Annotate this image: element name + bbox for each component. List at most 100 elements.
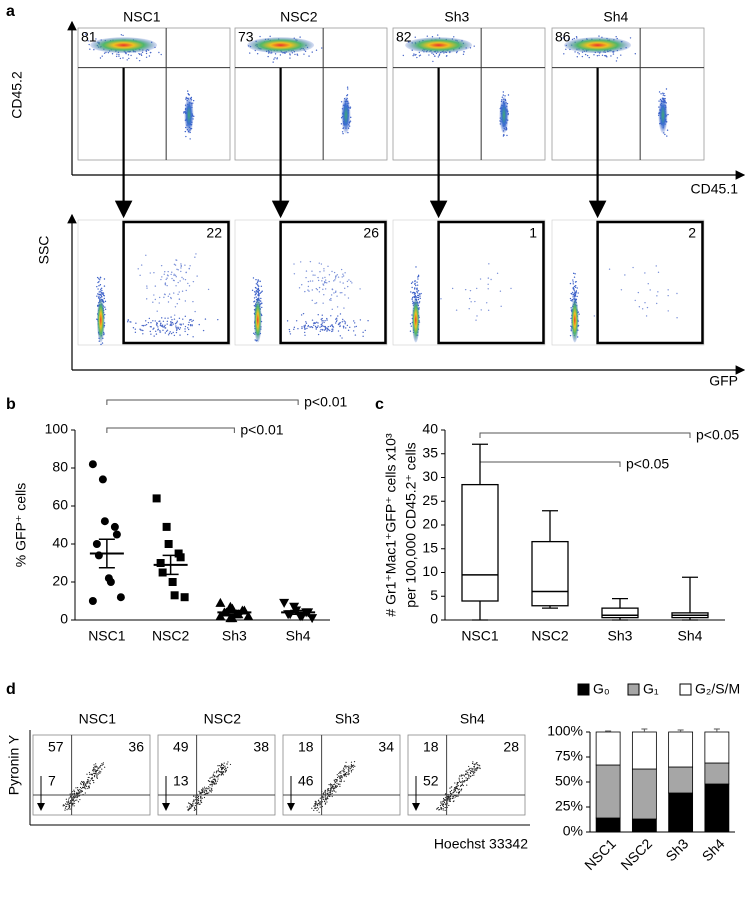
event-dot [478,764,480,766]
event-dot [216,780,218,782]
event-dot [437,806,439,809]
event-dot [335,318,337,320]
data-point [116,593,125,602]
event-dot [89,773,91,775]
event-dot [197,801,200,803]
event-dot [171,321,174,324]
event-dot [340,268,343,271]
event-dot [319,326,321,328]
event-dot [571,38,574,41]
event-dot [573,285,576,288]
event-dot [321,317,323,320]
event-dot [473,774,475,776]
event-dot [252,332,255,334]
event-dot [322,302,324,304]
event-dot [354,334,357,336]
event-dot [90,778,92,780]
event-dot [208,786,210,788]
event-dot [62,804,65,806]
event-dot [342,769,344,771]
event-dot [453,791,455,793]
event-dot [476,767,478,770]
event-dot [177,293,179,296]
event-dot [442,804,444,807]
event-dot [99,770,101,772]
event-dot [197,799,200,802]
event-dot [95,771,98,773]
event-dot [330,788,332,790]
event-dot [88,781,90,783]
event-dot [99,284,102,286]
event-dot [468,776,470,778]
event-dot [470,301,472,303]
event-dot [410,291,412,293]
event-dot [327,789,329,792]
event-dot [65,798,67,800]
data-point [170,591,179,600]
event-dot [111,53,114,55]
event-dot [433,55,436,57]
event-dot [316,326,319,329]
event-dot [584,53,587,56]
event-dot [220,764,223,767]
gate-percent: 2 [688,225,696,241]
event-dot [341,337,343,339]
event-dot [333,789,335,791]
event-dot [454,787,456,789]
event-dot [443,804,445,806]
event-dot [315,302,318,304]
event-dot [581,55,584,58]
event-dot [95,763,97,765]
event-dot [96,769,99,771]
event-dot [325,799,328,801]
event-dot [471,770,473,772]
event-dot [346,94,348,97]
event-dot [649,289,651,291]
event-dot [624,274,626,276]
y-tick-label: 100 [45,421,69,437]
event-dot [438,54,440,57]
event-dot [189,319,191,321]
event-dot [572,272,575,275]
event-dot [359,319,362,321]
event-dot [317,313,319,316]
event-dot [436,34,439,36]
event-dot [319,797,321,799]
event-dot [175,276,177,278]
event-dot [79,790,82,792]
event-dot [276,58,278,60]
event-dot [119,57,122,60]
event-dot [435,52,438,55]
event-dot [457,789,459,791]
plot-frame [392,27,546,161]
event-dot [99,772,101,774]
event-dot [96,773,98,775]
event-dot [224,767,227,769]
event-dot [326,330,328,332]
event-dot [334,291,337,294]
event-dot [667,294,669,297]
y-tick-label: 40 [52,535,68,551]
event-dot [166,323,168,325]
axis-label: GFP [709,373,738,389]
event-dot [171,277,173,280]
event-dot [466,779,468,782]
event-dot [179,334,181,336]
event-dot [95,765,97,767]
event-dot [80,783,82,785]
gate-percent: 38 [253,739,269,755]
density [571,297,579,343]
event-dot [417,290,420,292]
event-dot [440,298,442,300]
x-tick-label: Sh4 [678,628,703,644]
event-dot [100,771,102,773]
event-dot [337,323,340,326]
event-dot [170,332,173,335]
event-dot [573,37,575,40]
event-dot [339,785,341,787]
event-dot [211,781,213,784]
event-dot [187,324,190,326]
event-dot [261,290,263,292]
event-dot [414,294,416,296]
event-dot [101,764,103,766]
